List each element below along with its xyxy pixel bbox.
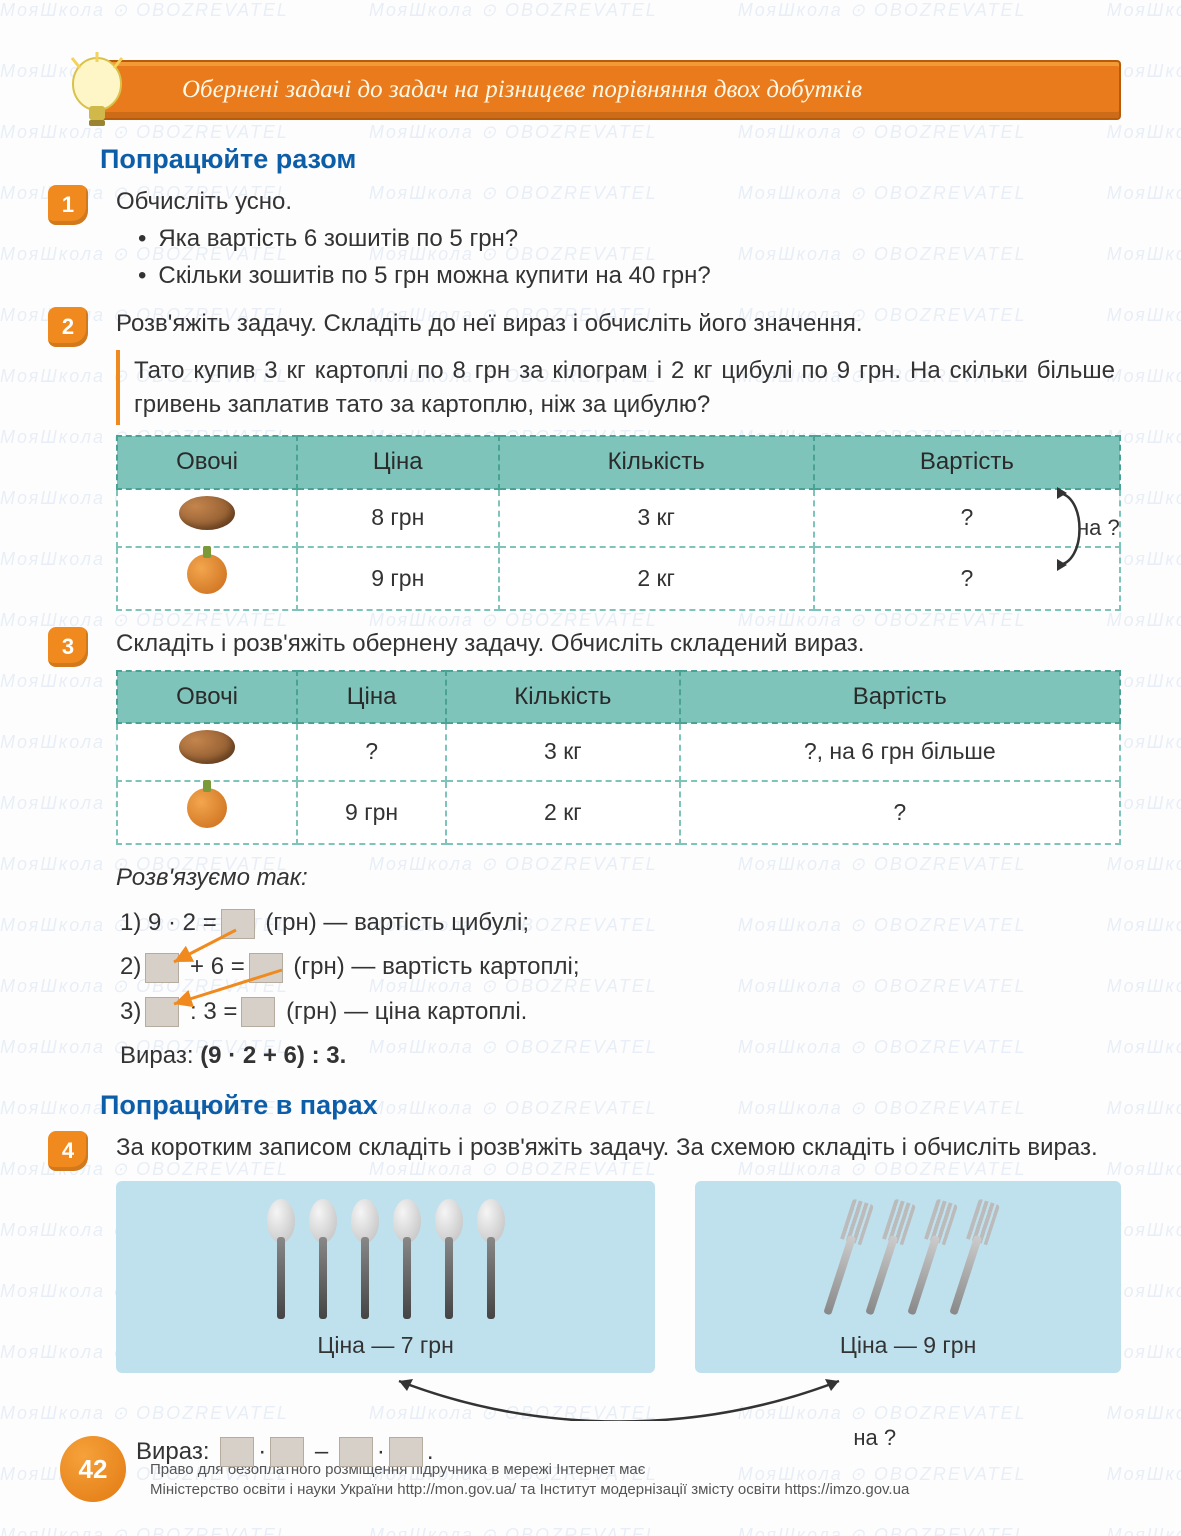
blank-box bbox=[241, 997, 275, 1027]
task1-bullet-2: Скільки зошитів по 5 грн можна купити на… bbox=[158, 262, 710, 289]
spoon-icon bbox=[312, 1199, 334, 1319]
blank-box bbox=[389, 1437, 423, 1467]
onion-icon bbox=[187, 788, 227, 828]
lesson-banner: Обернені задачі до задач на різницеве по… bbox=[100, 60, 1121, 120]
blank-box bbox=[221, 909, 255, 939]
th-price: Ціна bbox=[297, 436, 499, 489]
blank-box bbox=[339, 1437, 373, 1467]
blank-box bbox=[145, 953, 179, 983]
spoon-icon bbox=[480, 1199, 502, 1319]
task2-problem: Тато купив 3 кг картоплі по 8 грн за кіл… bbox=[116, 350, 1121, 425]
spoons-panel: Ціна — 7 грн bbox=[116, 1181, 655, 1372]
t3-r1-qty: 3 кг bbox=[446, 723, 679, 780]
t2-r2-price: 9 грн bbox=[297, 547, 499, 610]
lightbulb-icon bbox=[62, 52, 132, 142]
task3-lead: Складіть і розв'яжіть обернену задачу. О… bbox=[116, 627, 1121, 662]
solve-label: Розв'язуємо так: bbox=[116, 861, 1121, 896]
task-3: 3 Складіть і розв'яжіть обернену задачу.… bbox=[100, 627, 1121, 1076]
step-1: 1) 9 · 2 = (грн) — вартість цибулі; bbox=[116, 904, 1121, 942]
t3-r2-price: 9 грн bbox=[297, 781, 446, 844]
na-question: на ? bbox=[629, 1422, 1122, 1454]
spoon-icon bbox=[270, 1199, 292, 1319]
section-title-1: Попрацюйте разом bbox=[100, 144, 1121, 175]
task2-table: Овочі Ціна Кількість Вартість 8 грн 3 кг… bbox=[116, 435, 1121, 610]
blank-box bbox=[220, 1437, 254, 1467]
task3-table: Овочі Ціна Кількість Вартість ? 3 кг ?, … bbox=[116, 670, 1121, 845]
task-number-4: 4 bbox=[48, 1131, 88, 1171]
task-number-1: 1 bbox=[48, 185, 88, 225]
banner-title: Обернені задачі до задач на різницеве по… bbox=[182, 76, 862, 103]
spoon-icon bbox=[438, 1199, 460, 1319]
task4-expression: Вираз: · – ·. bbox=[136, 1435, 629, 1470]
spoon-icon bbox=[396, 1199, 418, 1319]
forks-price: Ціна — 9 грн bbox=[719, 1329, 1097, 1362]
blank-box bbox=[145, 997, 179, 1027]
task2-lead: Розв'яжіть задачу. Складіть до неї вираз… bbox=[116, 307, 1121, 342]
task-4: 4 За коротким записом складіть і розв'яж… bbox=[100, 1131, 1121, 1470]
th-qty: Кількість bbox=[499, 436, 814, 489]
t3-r2-cost: ? bbox=[680, 781, 1121, 844]
compare-arrow-icon bbox=[339, 1375, 899, 1421]
spoons-price: Ціна — 7 грн bbox=[140, 1329, 631, 1362]
spoon-icon bbox=[354, 1199, 376, 1319]
t3-r1-price: ? bbox=[297, 723, 446, 780]
page-content: Обернені задачі до задач на різницеве по… bbox=[0, 0, 1181, 1469]
task-number-3: 3 bbox=[48, 627, 88, 667]
th-veg: Овочі bbox=[117, 436, 297, 489]
t3-r1-cost: ?, на 6 грн більше bbox=[680, 723, 1121, 780]
blank-box bbox=[249, 953, 283, 983]
t3-r2-qty: 2 кг bbox=[446, 781, 679, 844]
task4-lead: За коротким записом складіть і розв'яжіт… bbox=[116, 1131, 1121, 1166]
task1-bullet-1: Яка вартість 6 зошитів по 5 грн? bbox=[158, 225, 518, 252]
svg-text:на ?: на ? bbox=[1077, 515, 1120, 540]
bracket-arrow-icon: на ? bbox=[1037, 481, 1127, 577]
step-3: 3) : 3 = (грн) — ціна картоплі. bbox=[116, 993, 1121, 1031]
task-2: 2 Розв'яжіть задачу. Складіть до неї вир… bbox=[100, 307, 1121, 610]
forks-panel: Ціна — 9 грн bbox=[695, 1181, 1121, 1372]
task-1: 1 Обчисліть усно. •Яка вартість 6 зошиті… bbox=[100, 185, 1121, 293]
t2-r1-qty: 3 кг bbox=[499, 489, 814, 546]
potato-icon bbox=[179, 496, 235, 530]
t2-r1-price: 8 грн bbox=[297, 489, 499, 546]
step-2: 2) + 6 = (грн) — вартість картоплі; bbox=[116, 948, 1121, 986]
potato-icon bbox=[179, 730, 235, 764]
section-title-2: Попрацюйте в парах bbox=[100, 1090, 1121, 1121]
t2-r2-qty: 2 кг bbox=[499, 547, 814, 610]
task1-lead: Обчисліть усно. bbox=[116, 185, 1121, 220]
blank-box bbox=[270, 1437, 304, 1467]
task-number-2: 2 bbox=[48, 307, 88, 347]
expression-line: Вираз: (9 · 2 + 6) : 3. bbox=[116, 1037, 1121, 1075]
onion-icon bbox=[187, 554, 227, 594]
